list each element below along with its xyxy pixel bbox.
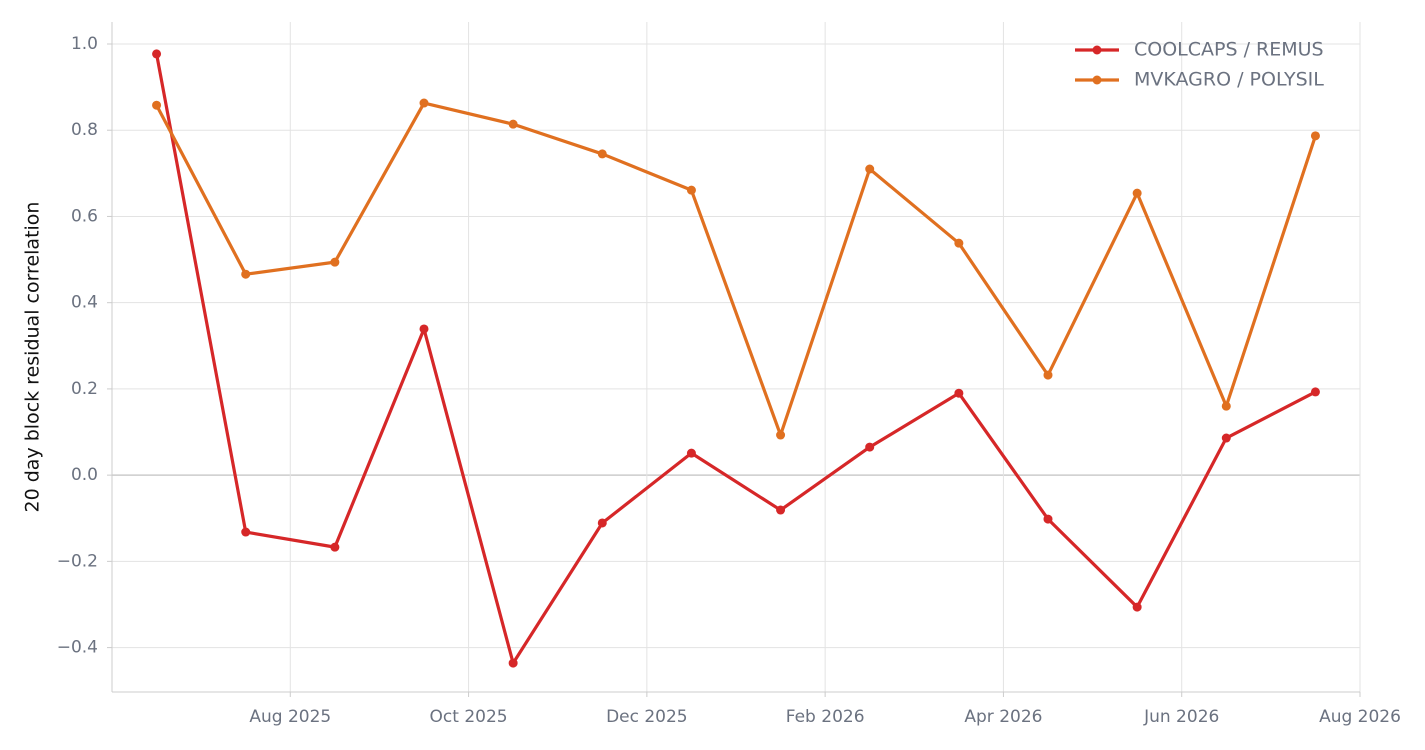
- x-tick-label: Oct 2025: [430, 707, 508, 727]
- y-tick-label: 1.0: [71, 34, 98, 54]
- legend-label: MVKAGRO / POLYSIL: [1134, 69, 1324, 91]
- point: [419, 324, 429, 334]
- point: [152, 100, 162, 110]
- y-tick-label: −0.2: [57, 551, 98, 571]
- x-tick-label: Feb 2026: [786, 707, 865, 727]
- point: [954, 238, 964, 248]
- point: [597, 518, 607, 528]
- point: [1043, 370, 1053, 380]
- y-tick-label: −0.4: [57, 638, 98, 658]
- y-tick-label: 0.0: [71, 465, 98, 485]
- y-tick-label: 0.4: [71, 293, 98, 313]
- point: [508, 658, 518, 668]
- legend-marker: [1092, 75, 1102, 85]
- point: [686, 185, 696, 195]
- point: [865, 164, 875, 174]
- y-tick-label: 0.8: [71, 120, 98, 140]
- point: [1221, 433, 1231, 443]
- point: [1043, 514, 1053, 524]
- point: [597, 149, 607, 159]
- y-tick-label: 0.6: [71, 206, 98, 226]
- legend-marker: [1092, 45, 1102, 55]
- legend-label: COOLCAPS / REMUS: [1134, 39, 1324, 61]
- point: [865, 442, 875, 452]
- series-line: [154, 53, 1317, 665]
- point: [508, 119, 518, 129]
- point: [241, 269, 251, 279]
- point: [330, 542, 340, 552]
- point: [776, 430, 786, 440]
- point: [686, 448, 696, 458]
- point: [1310, 387, 1320, 397]
- point: [419, 98, 429, 108]
- x-tick-label: Aug 2025: [249, 707, 331, 727]
- point: [330, 257, 340, 267]
- point: [152, 49, 162, 59]
- point: [954, 388, 964, 398]
- point: [1132, 188, 1142, 198]
- point: [1132, 602, 1142, 612]
- y-tick-label: 0.2: [71, 379, 98, 399]
- series-line: [155, 101, 1317, 437]
- point: [776, 505, 786, 515]
- point: [1221, 401, 1231, 411]
- x-tick-label: Dec 2025: [606, 707, 688, 727]
- point: [241, 527, 251, 537]
- y-axis-label: 20 day block residual correlation: [22, 202, 44, 513]
- point: [1310, 131, 1320, 141]
- x-tick-label: Apr 2026: [964, 707, 1042, 727]
- x-tick-label: Jun 2026: [1143, 707, 1219, 727]
- x-tick-label: Aug 2026: [1319, 707, 1401, 727]
